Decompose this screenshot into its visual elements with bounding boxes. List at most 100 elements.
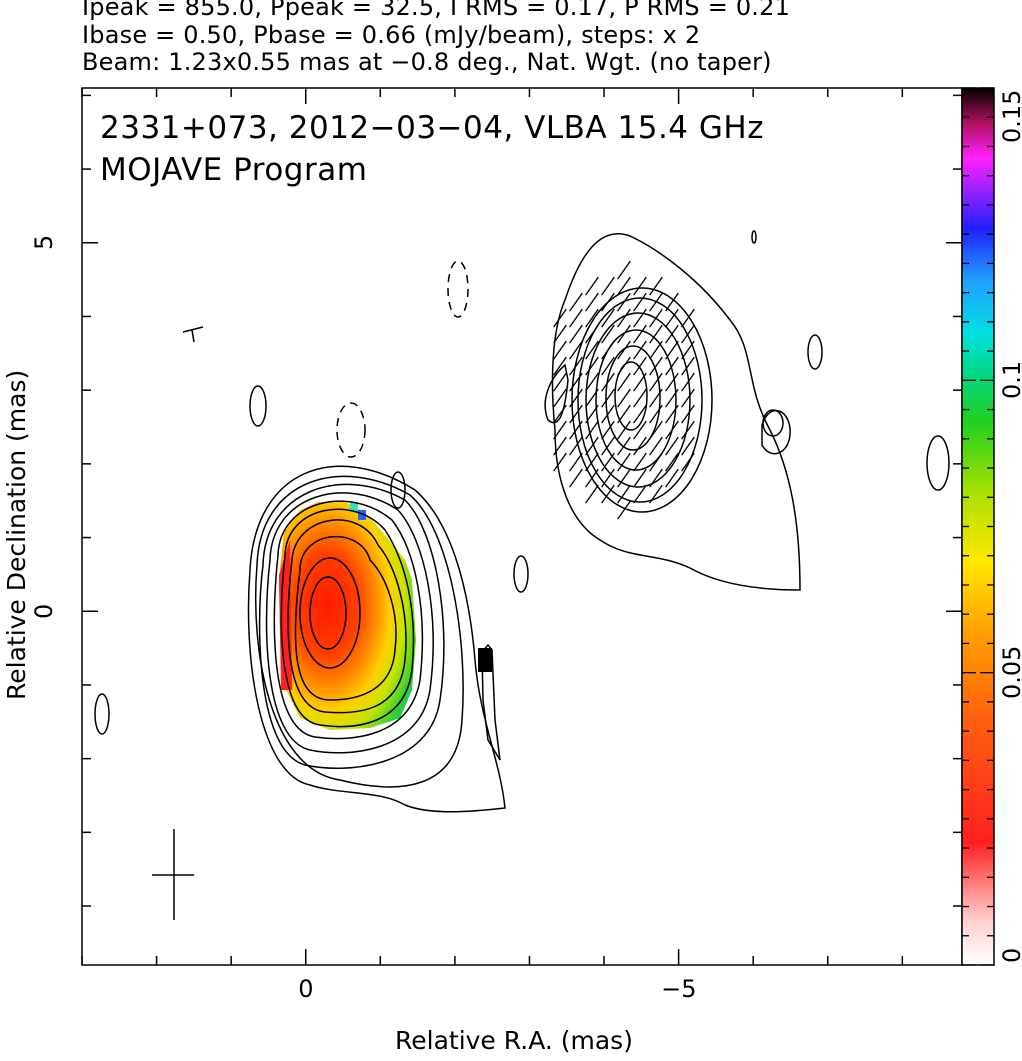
evpa-tick — [585, 292, 599, 312]
core-contours — [247, 465, 506, 813]
evpa-tick — [617, 372, 631, 392]
evpa-tick — [601, 420, 615, 440]
evpa-tick — [585, 308, 599, 328]
core-contour — [273, 500, 424, 740]
polarization-pixel-cyan — [350, 503, 358, 512]
evpa-tick — [601, 436, 615, 456]
evpa-tick — [585, 468, 599, 488]
evpa-tick — [553, 404, 567, 424]
evpa-tick — [569, 340, 583, 360]
core-contour — [309, 576, 347, 650]
colorbar-tick-label: 0.05 — [998, 645, 1022, 700]
evpa-tick — [649, 308, 663, 328]
noise-contour — [390, 471, 406, 509]
evpa-tick — [617, 500, 631, 520]
header-line-peaks: Ipeak = 855.0, Ppeak = 32.5, I RMS = 0.1… — [82, 0, 791, 21]
evpa-tick — [617, 436, 631, 456]
evpa-tick — [649, 388, 663, 408]
plot-title-program: MOJAVE Program — [100, 152, 368, 188]
y-axis-label: Relative Declination (mas) — [2, 369, 31, 700]
evpa-tick — [617, 404, 631, 424]
evpa-tick — [633, 452, 647, 472]
evpa-tick — [553, 420, 567, 440]
evpa-tick — [569, 292, 583, 312]
jet-contour — [577, 297, 703, 503]
evpa-tick — [665, 292, 679, 312]
evpa-tick — [617, 308, 631, 328]
evpa-tick — [569, 404, 583, 424]
evpa-tick — [681, 324, 695, 344]
evpa-tick — [665, 420, 679, 440]
x-axis-label: Relative R.A. (mas) — [395, 1026, 633, 1055]
evpa-tick — [553, 372, 567, 392]
evpa-tick — [601, 276, 615, 296]
evpa-tick — [585, 404, 599, 424]
core-contour — [287, 519, 407, 714]
evpa-tick — [601, 356, 615, 376]
evpa-tick — [553, 452, 567, 472]
evpa-tick — [569, 324, 583, 344]
noise-contour — [94, 693, 110, 735]
evpa-tick — [585, 420, 599, 440]
evpa-tick — [569, 436, 583, 456]
evpa-tick — [681, 388, 695, 408]
evpa-tick — [633, 356, 647, 376]
evpa-tick — [665, 372, 679, 392]
evpa-tick — [665, 356, 679, 376]
evpa-tick — [665, 452, 679, 472]
evpa-tick — [665, 436, 679, 456]
polarization-pixel-blue — [358, 510, 366, 520]
evpa-tick — [553, 388, 567, 408]
evpa-tick — [633, 372, 647, 392]
evpa-tick — [569, 452, 583, 472]
evpa-tick — [617, 276, 631, 296]
evpa-tick — [569, 308, 583, 328]
evpa-tick — [633, 420, 647, 440]
negative-contour — [447, 260, 469, 318]
evpa-tick — [649, 356, 663, 376]
evpa-tick — [585, 452, 599, 472]
evpa-tick — [553, 308, 567, 328]
evpa-tick — [553, 356, 567, 376]
evpa-tick — [633, 308, 647, 328]
beam-marker — [152, 829, 194, 920]
jet-contour — [605, 345, 661, 451]
evpa-tick — [601, 452, 615, 472]
evpa-tick — [601, 340, 615, 360]
evpa-tick — [633, 468, 647, 488]
evpa-tick — [665, 324, 679, 344]
evpa-tick — [617, 340, 631, 360]
evpa-tick — [617, 452, 631, 472]
evpa-tick — [585, 276, 599, 296]
evpa-tick — [601, 308, 615, 328]
evpa-tick — [649, 404, 663, 424]
colorbar-ticks — [962, 87, 994, 966]
noise-contours — [94, 230, 950, 735]
evpa-tick — [649, 340, 663, 360]
evpa-tick — [617, 388, 631, 408]
evpa-tick — [569, 356, 583, 376]
core-contour — [265, 492, 434, 754]
evpa-tick — [601, 324, 615, 344]
jet-contour — [551, 233, 801, 591]
evpa-tick — [681, 356, 695, 376]
evpa-tick — [681, 308, 695, 328]
evpa-tick — [601, 372, 615, 392]
evpa-tick — [585, 436, 599, 456]
evpa-tick — [665, 404, 679, 424]
evpa-tick — [681, 420, 695, 440]
core-contour — [254, 475, 464, 788]
evpa-tick — [649, 372, 663, 392]
noise-contour — [762, 409, 784, 437]
evpa-tick — [633, 340, 647, 360]
evpa-tick — [649, 436, 663, 456]
core-contour — [258, 483, 445, 770]
x-tick-label: 0 — [298, 975, 314, 1003]
header-line-base: Ibase = 0.50, Pbase = 0.66 (mJy/beam), s… — [82, 21, 701, 49]
evpa-tick — [585, 484, 599, 504]
evpa-tick — [633, 404, 647, 424]
evpa-tick — [585, 340, 599, 360]
y-tick-label: 0 — [30, 603, 58, 619]
evpa-tick — [601, 388, 615, 408]
